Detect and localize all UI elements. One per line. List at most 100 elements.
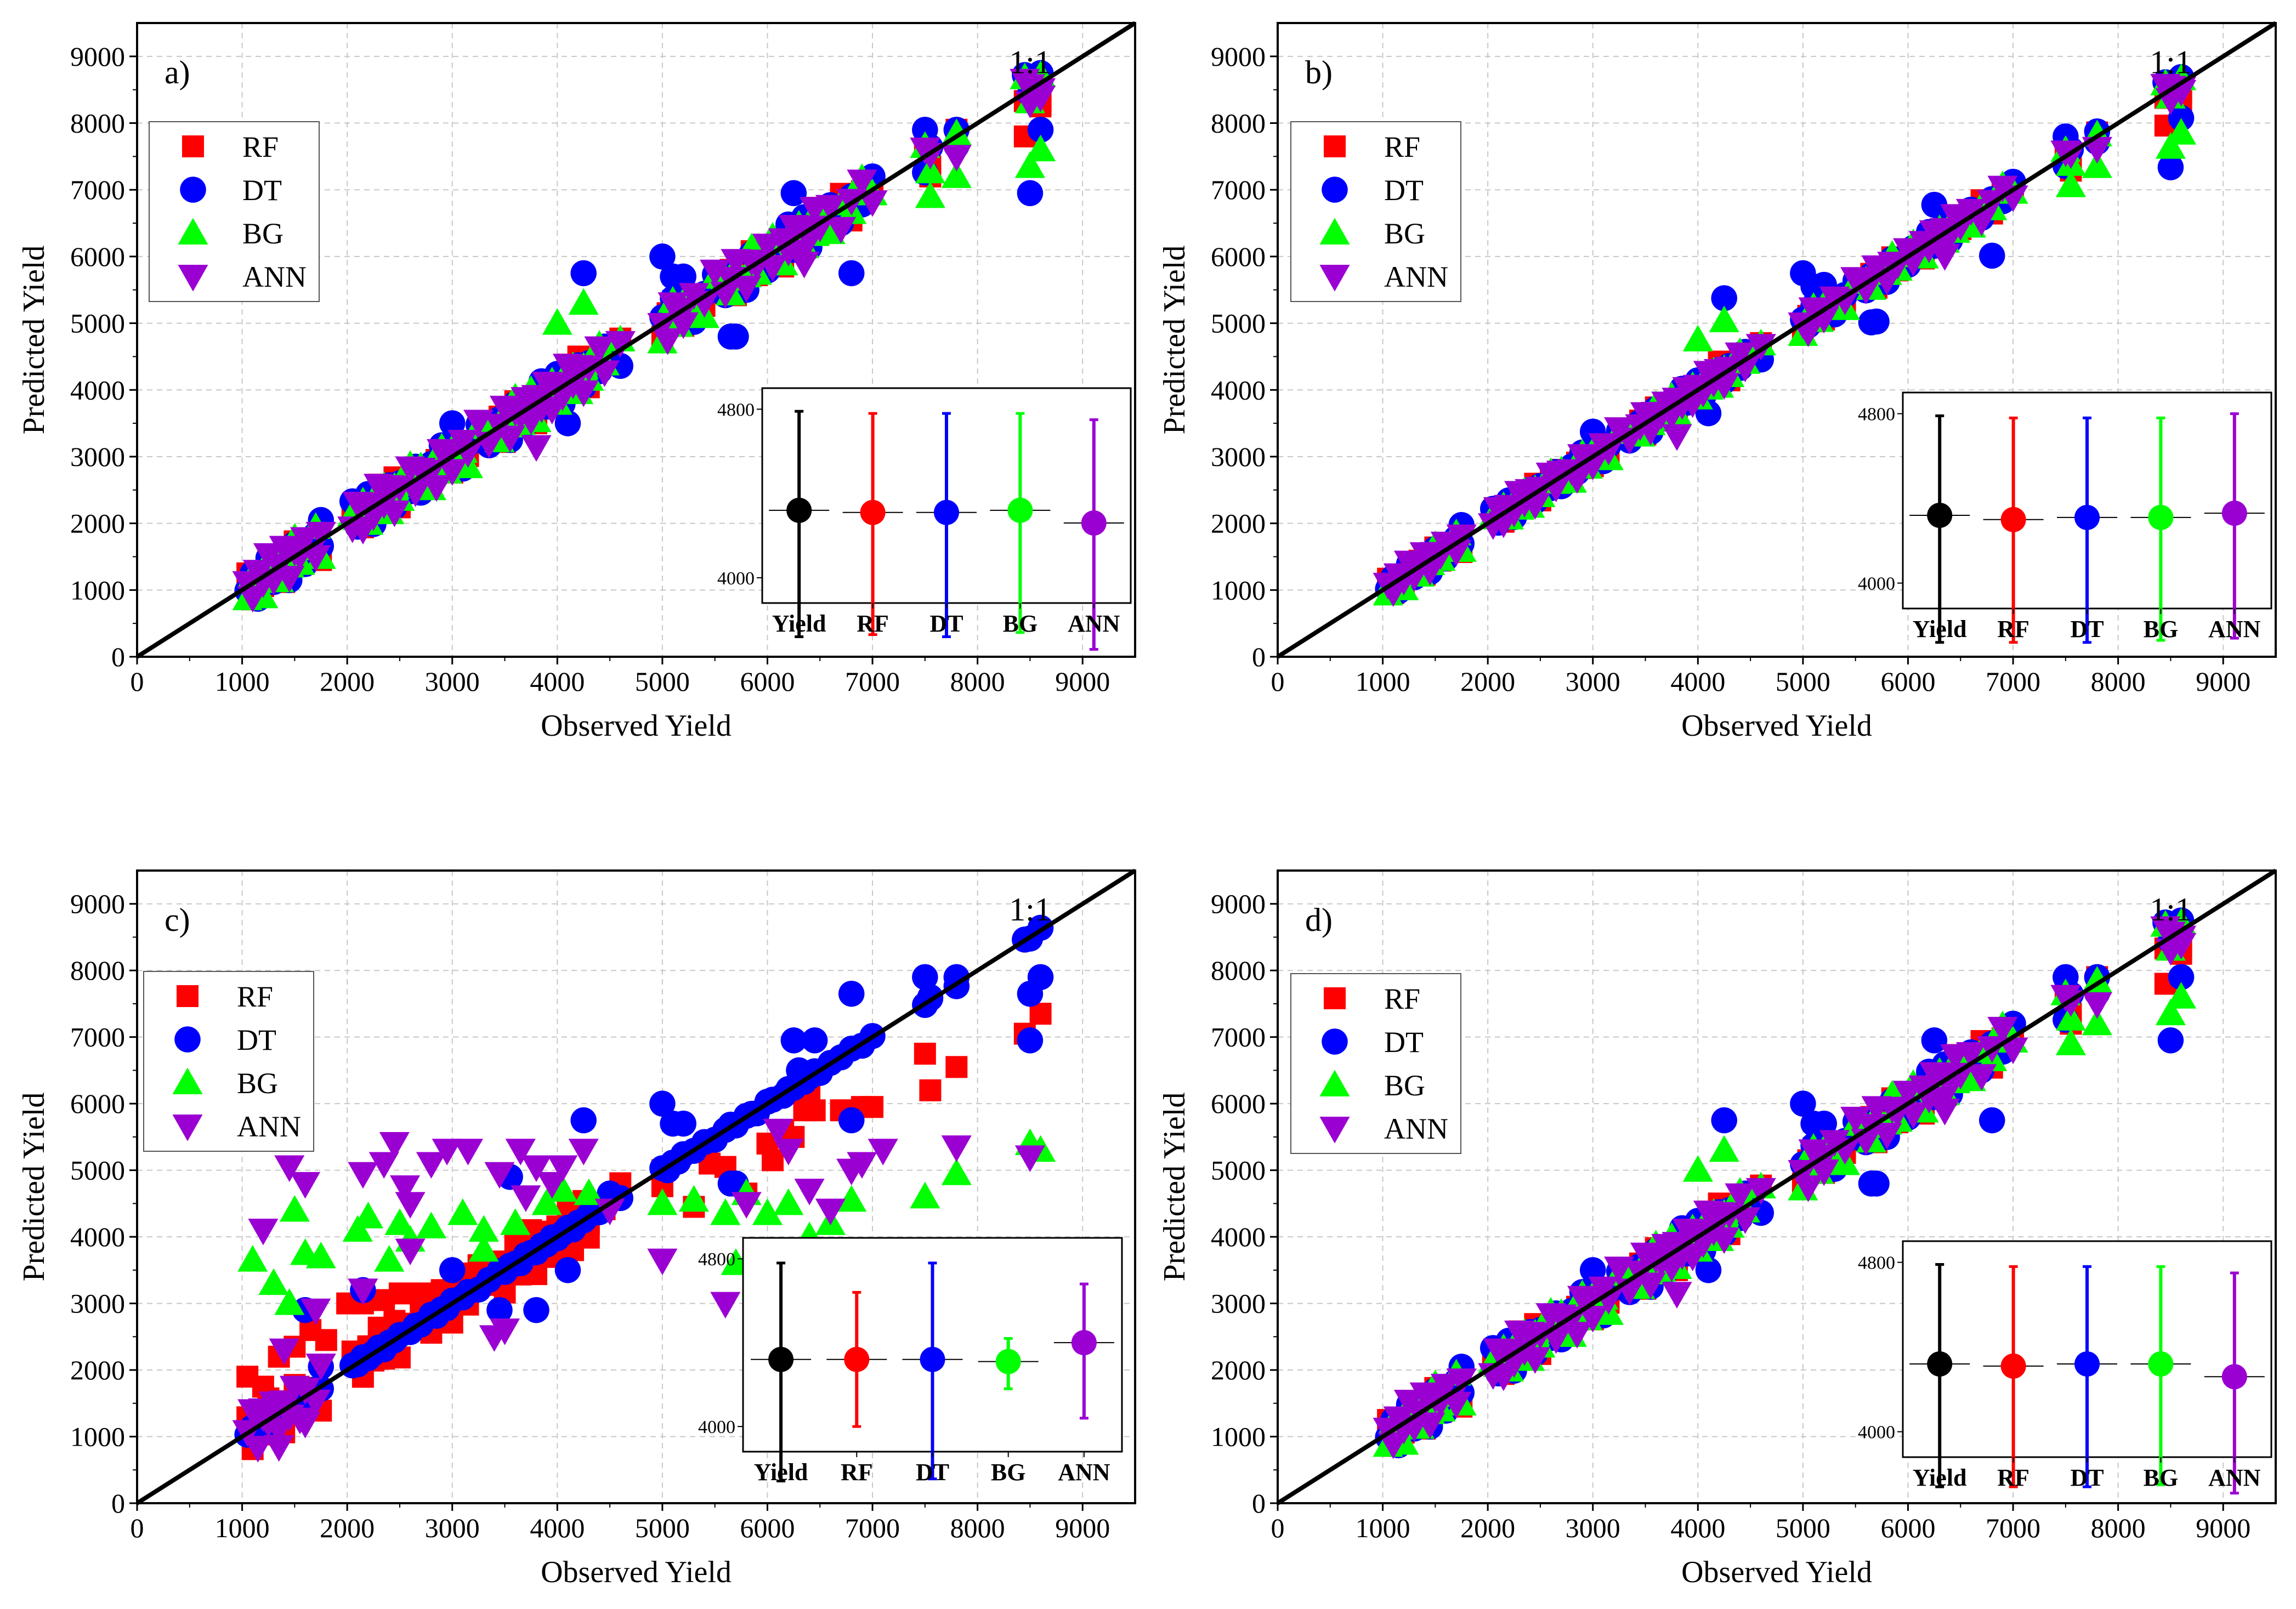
y-tick-label: 8000 bbox=[1211, 955, 1266, 986]
x-tick-label: 5000 bbox=[1776, 666, 1830, 697]
bg-point bbox=[752, 1198, 783, 1225]
dt-outlier-point bbox=[554, 1257, 581, 1283]
dt-outlier-point bbox=[780, 180, 807, 207]
dt-outlier-point bbox=[439, 1257, 466, 1283]
x-tick-label: 2000 bbox=[1460, 666, 1515, 697]
inset-y-tick-label: 4000 bbox=[1858, 1423, 1895, 1443]
y-tick-label: 0 bbox=[111, 1488, 125, 1519]
dt-outlier-point bbox=[570, 260, 597, 287]
y-tick-label: 9000 bbox=[70, 41, 125, 72]
y-tick-label: 7000 bbox=[70, 1022, 125, 1053]
inset-mean-marker-dt bbox=[920, 1346, 945, 1372]
x-tick-label: 3000 bbox=[425, 666, 480, 697]
ann-point bbox=[1593, 1288, 1624, 1315]
bg-outlier-point bbox=[2166, 982, 2197, 1009]
inset-x-tick-label: ANN bbox=[1068, 610, 1120, 637]
dt-outlier-point bbox=[1978, 242, 2005, 269]
x-tick-label: 1000 bbox=[215, 666, 270, 697]
x-tick-label: 3000 bbox=[1566, 1513, 1620, 1543]
inset-y-tick-label: 4000 bbox=[698, 1417, 735, 1437]
inset-mean-marker-rf bbox=[2000, 1353, 2026, 1379]
ann-point bbox=[348, 1162, 378, 1189]
bg-point bbox=[910, 1181, 940, 1209]
bg-point bbox=[531, 1188, 562, 1215]
y-axis-label: Predicted Yield bbox=[17, 246, 51, 435]
dt-outlier-point bbox=[649, 243, 676, 270]
ann-point bbox=[1578, 1306, 1608, 1333]
ann-point bbox=[452, 441, 484, 468]
bg-point bbox=[274, 1288, 305, 1315]
y-tick-label: 0 bbox=[111, 641, 125, 672]
bg-outlier-point bbox=[2166, 118, 2197, 145]
ann-point bbox=[290, 1412, 321, 1439]
inset-x-tick-label: RF bbox=[841, 1459, 873, 1486]
dt-outlier-point bbox=[1863, 1170, 1890, 1197]
dt-outlier-point bbox=[1921, 1027, 1948, 1054]
y-tick-label: 1000 bbox=[1211, 575, 1266, 605]
ann-point bbox=[264, 1435, 294, 1462]
bg-outlier-point bbox=[941, 161, 972, 188]
legend-box bbox=[143, 971, 314, 1152]
legend-label-ann: ANN bbox=[1384, 260, 1448, 293]
x-tick-label: 5000 bbox=[635, 1513, 690, 1543]
ann-point bbox=[1520, 1347, 1550, 1374]
dt-point bbox=[838, 980, 865, 1007]
bg-outlier-point bbox=[1014, 151, 1045, 178]
inset-mean-marker-bg bbox=[2148, 504, 2174, 530]
inset-y-tick-label: 4800 bbox=[1858, 1253, 1895, 1273]
legend-marker-ann bbox=[1319, 265, 1350, 292]
x-tick-label: 7000 bbox=[1986, 1513, 2040, 1543]
x-tick-label: 4000 bbox=[530, 666, 585, 697]
x-tick-label: 6000 bbox=[1880, 1513, 1935, 1543]
ann-point bbox=[389, 1175, 421, 1202]
y-tick-label: 3000 bbox=[1211, 441, 1266, 472]
ann-point bbox=[605, 331, 636, 358]
legend-marker-dt bbox=[1322, 1028, 1348, 1055]
bg-point bbox=[574, 1178, 604, 1206]
ann-point bbox=[763, 1118, 793, 1146]
dt-outlier-point bbox=[912, 116, 938, 143]
legend-label-dt: DT bbox=[242, 174, 282, 207]
dt-outlier-point bbox=[649, 1090, 676, 1117]
inset-mean-marker-bg bbox=[1007, 497, 1033, 523]
ann-point bbox=[301, 545, 331, 572]
y-tick-label: 6000 bbox=[1211, 1088, 1266, 1119]
y-tick-label: 8000 bbox=[1211, 108, 1266, 139]
x-tick-label: 5000 bbox=[635, 666, 690, 697]
ann-point bbox=[369, 1152, 399, 1179]
ann-point bbox=[274, 1155, 305, 1182]
x-tick-label: 8000 bbox=[950, 1513, 1005, 1543]
x-tick-label: 8000 bbox=[2091, 666, 2146, 697]
ann-point bbox=[416, 1152, 446, 1179]
ann-point bbox=[1745, 334, 1776, 361]
dt-outlier-point bbox=[912, 964, 938, 991]
x-tick-label: 6000 bbox=[740, 1513, 795, 1543]
y-tick-label: 8000 bbox=[70, 955, 125, 986]
ann-point bbox=[521, 1155, 552, 1182]
legend-label-dt: DT bbox=[1384, 174, 1424, 207]
ann-point bbox=[1945, 1062, 1976, 1090]
bg-point bbox=[2055, 1004, 2086, 1031]
ann-point bbox=[1446, 1368, 1477, 1395]
ann-point bbox=[568, 380, 599, 407]
ann-point bbox=[1441, 1391, 1472, 1419]
ann-outlier-point bbox=[2166, 925, 2197, 953]
bg-point bbox=[547, 1175, 578, 1202]
y-tick-label: 6000 bbox=[70, 1088, 125, 1119]
ann-point bbox=[689, 291, 720, 318]
bg-outlier-point bbox=[1709, 1135, 1739, 1162]
bg-point bbox=[2082, 966, 2112, 993]
legend-label-ann: ANN bbox=[242, 260, 307, 293]
y-tick-label: 5000 bbox=[70, 1155, 125, 1186]
inset-x-tick-label: BG bbox=[2144, 1464, 2179, 1491]
x-tick-label: 9000 bbox=[1055, 666, 1110, 697]
dt-point bbox=[801, 1027, 828, 1054]
ann-point bbox=[269, 1338, 299, 1366]
legend-marker-bg bbox=[178, 218, 208, 245]
dt-outlier-point bbox=[1921, 191, 1948, 218]
ann-point bbox=[1562, 1322, 1592, 1349]
legend-box bbox=[149, 121, 320, 302]
rf-point bbox=[388, 1282, 411, 1305]
rf-point bbox=[410, 1282, 432, 1305]
legend-marker-ann bbox=[1319, 1117, 1350, 1144]
